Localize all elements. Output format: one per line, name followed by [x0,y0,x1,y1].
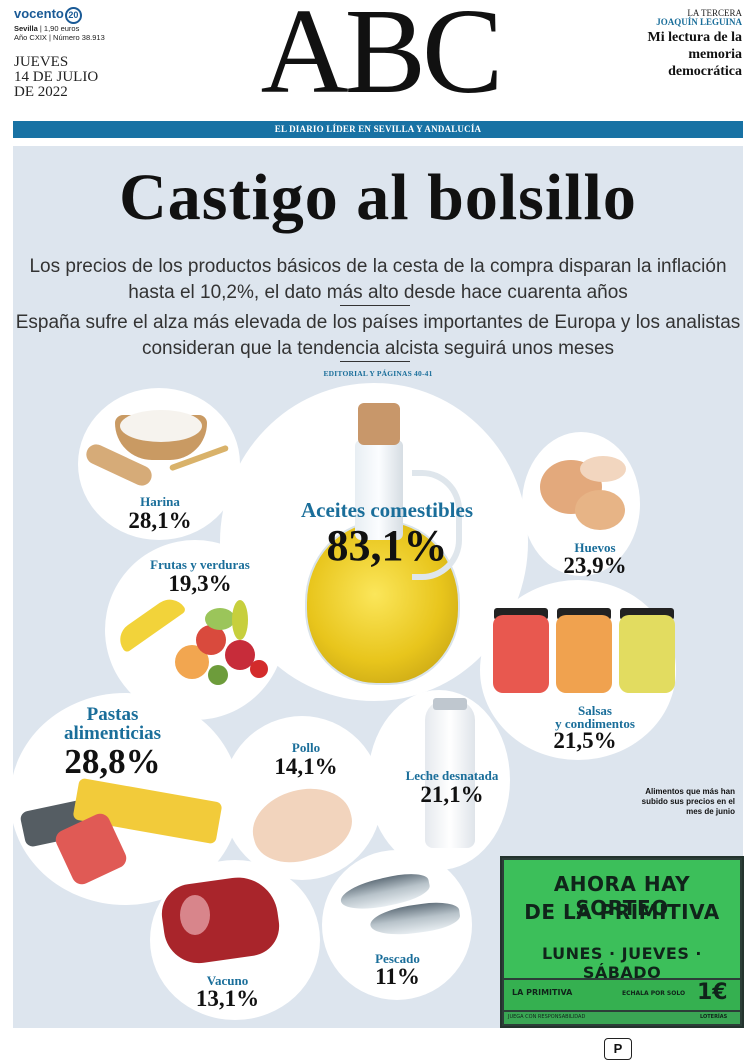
vocento-wordmark: vocento [14,6,64,21]
pescado-label: Pescado [375,951,420,966]
ad-footer-left: JUEGA CON RESPONSABILIDAD [508,1014,586,1020]
salsas-value: 21,5% [553,728,617,753]
editorial-reference[interactable]: EDITORIAL Y PÁGINAS 40-41 [323,369,433,378]
edition-issue: Año CXIX | Número 38.913 [14,33,105,42]
mustard-sauce-jar-image [619,615,675,693]
vocento-logo: vocento 20 [14,6,82,24]
kiosko-badge[interactable]: P [604,1038,632,1060]
milk-bottle-image [425,700,475,848]
subhead-divider-bottom [340,361,410,362]
tercera-kicker: LA TERCERA [687,8,742,18]
ad-price-text: ECHALA POR SOLO [622,990,686,997]
pastas-label-line1: Pastas [86,704,139,725]
vocento-20-badge: 20 [64,7,82,24]
tercera-author[interactable]: JOAQUÍN LEGUINA [656,17,742,27]
tagline-bar: EL DIARIO LÍDER EN SEVILLA Y ANDALUCÍA [13,121,743,138]
date-year: DE 2022 [14,84,68,100]
salsas-label: Salsas y condimentos [520,704,670,730]
abc-logo: ABC [260,0,504,119]
pastas-label: Pastas alimenticias [30,705,195,743]
date-day-month: 14 DE JULIO [14,69,99,85]
harina-value: 28,1% [128,508,192,533]
date-weekday: JUEVES [14,54,69,70]
vacuno-label: Vacuno [206,973,249,988]
pear-image [232,600,248,640]
ad-brand: LA PRIMITIVA [512,988,573,997]
cherry-image [250,660,268,678]
frutas-value: 19,3% [168,571,232,596]
subhead-1: Los precios de los productos básicos de … [29,256,727,303]
huevos-label: Huevos [574,540,616,555]
ad-footer-right: LOTERÍAS [700,1014,728,1020]
leche-value: 21,1% [420,782,484,807]
kiwi-image [208,665,228,685]
subhead-2: España sufre el alza más elevada de los … [15,312,741,359]
salsas-label-line1: Salsas [578,703,612,718]
apple-image [196,625,226,655]
ad-top-panel [504,860,740,936]
pollo-label: Pollo [291,740,321,755]
aceites-value: 83,1% [326,521,448,570]
ad-footer [504,1012,740,1024]
side-note: Alimentos que más han subido sus precios… [641,787,735,816]
milk-cap-image [433,698,467,710]
pescado-value: 11% [375,964,420,989]
huevos-value: 23,9% [563,553,627,578]
eggshell-image [580,456,626,482]
tercera-title[interactable]: Mi lectura de la memoria democrática [647,30,742,79]
pastas-value: 28,8% [64,742,161,781]
ad-days: LUNES · JUEVES · SÁBADO [541,944,703,982]
pastas-label-line2: alimenticias [63,723,162,744]
edition-info: Sevilla | 1,90 euros Año CXIX | Número 3… [14,24,105,42]
edition-price: 1,90 euros [43,24,80,33]
edition-city: Sevilla [14,24,38,33]
red-sauce-jar-image [493,615,549,693]
ad-headline-line1: AHORA HAY SORTEO [553,872,691,920]
flour-image [120,410,202,442]
vacuno-value: 13,1% [195,986,260,1011]
harina-label: Harina [140,494,180,509]
oil-jar-cork-image [358,403,400,445]
ad-price: 1€ [697,980,728,1005]
subhead-divider [340,305,410,306]
frutas-label: Frutas y verduras [150,557,250,572]
egg-image [575,490,625,530]
headline[interactable]: Castigo al bolsillo [119,161,637,234]
oil-jar-handle-image [412,470,462,580]
pollo-value: 14,1% [274,754,338,779]
date-block: JUEVES 14 DE JULIO DE 2022 [14,55,98,100]
leche-label: Leche desnatada [405,768,499,783]
beef-fat-image [180,895,210,935]
ad-headline-line2: DE LA PRIMITIVA [524,900,720,924]
salsas-label-line2: y condimentos [555,716,635,731]
grapes-image [205,608,235,630]
oil-jar-neck-image [355,440,403,540]
ad-bottom-panel [504,978,740,1010]
aceites-label: Aceites comestibles [300,498,474,522]
orange-sauce-jar-image [556,615,612,693]
ad-days-panel [504,934,740,978]
